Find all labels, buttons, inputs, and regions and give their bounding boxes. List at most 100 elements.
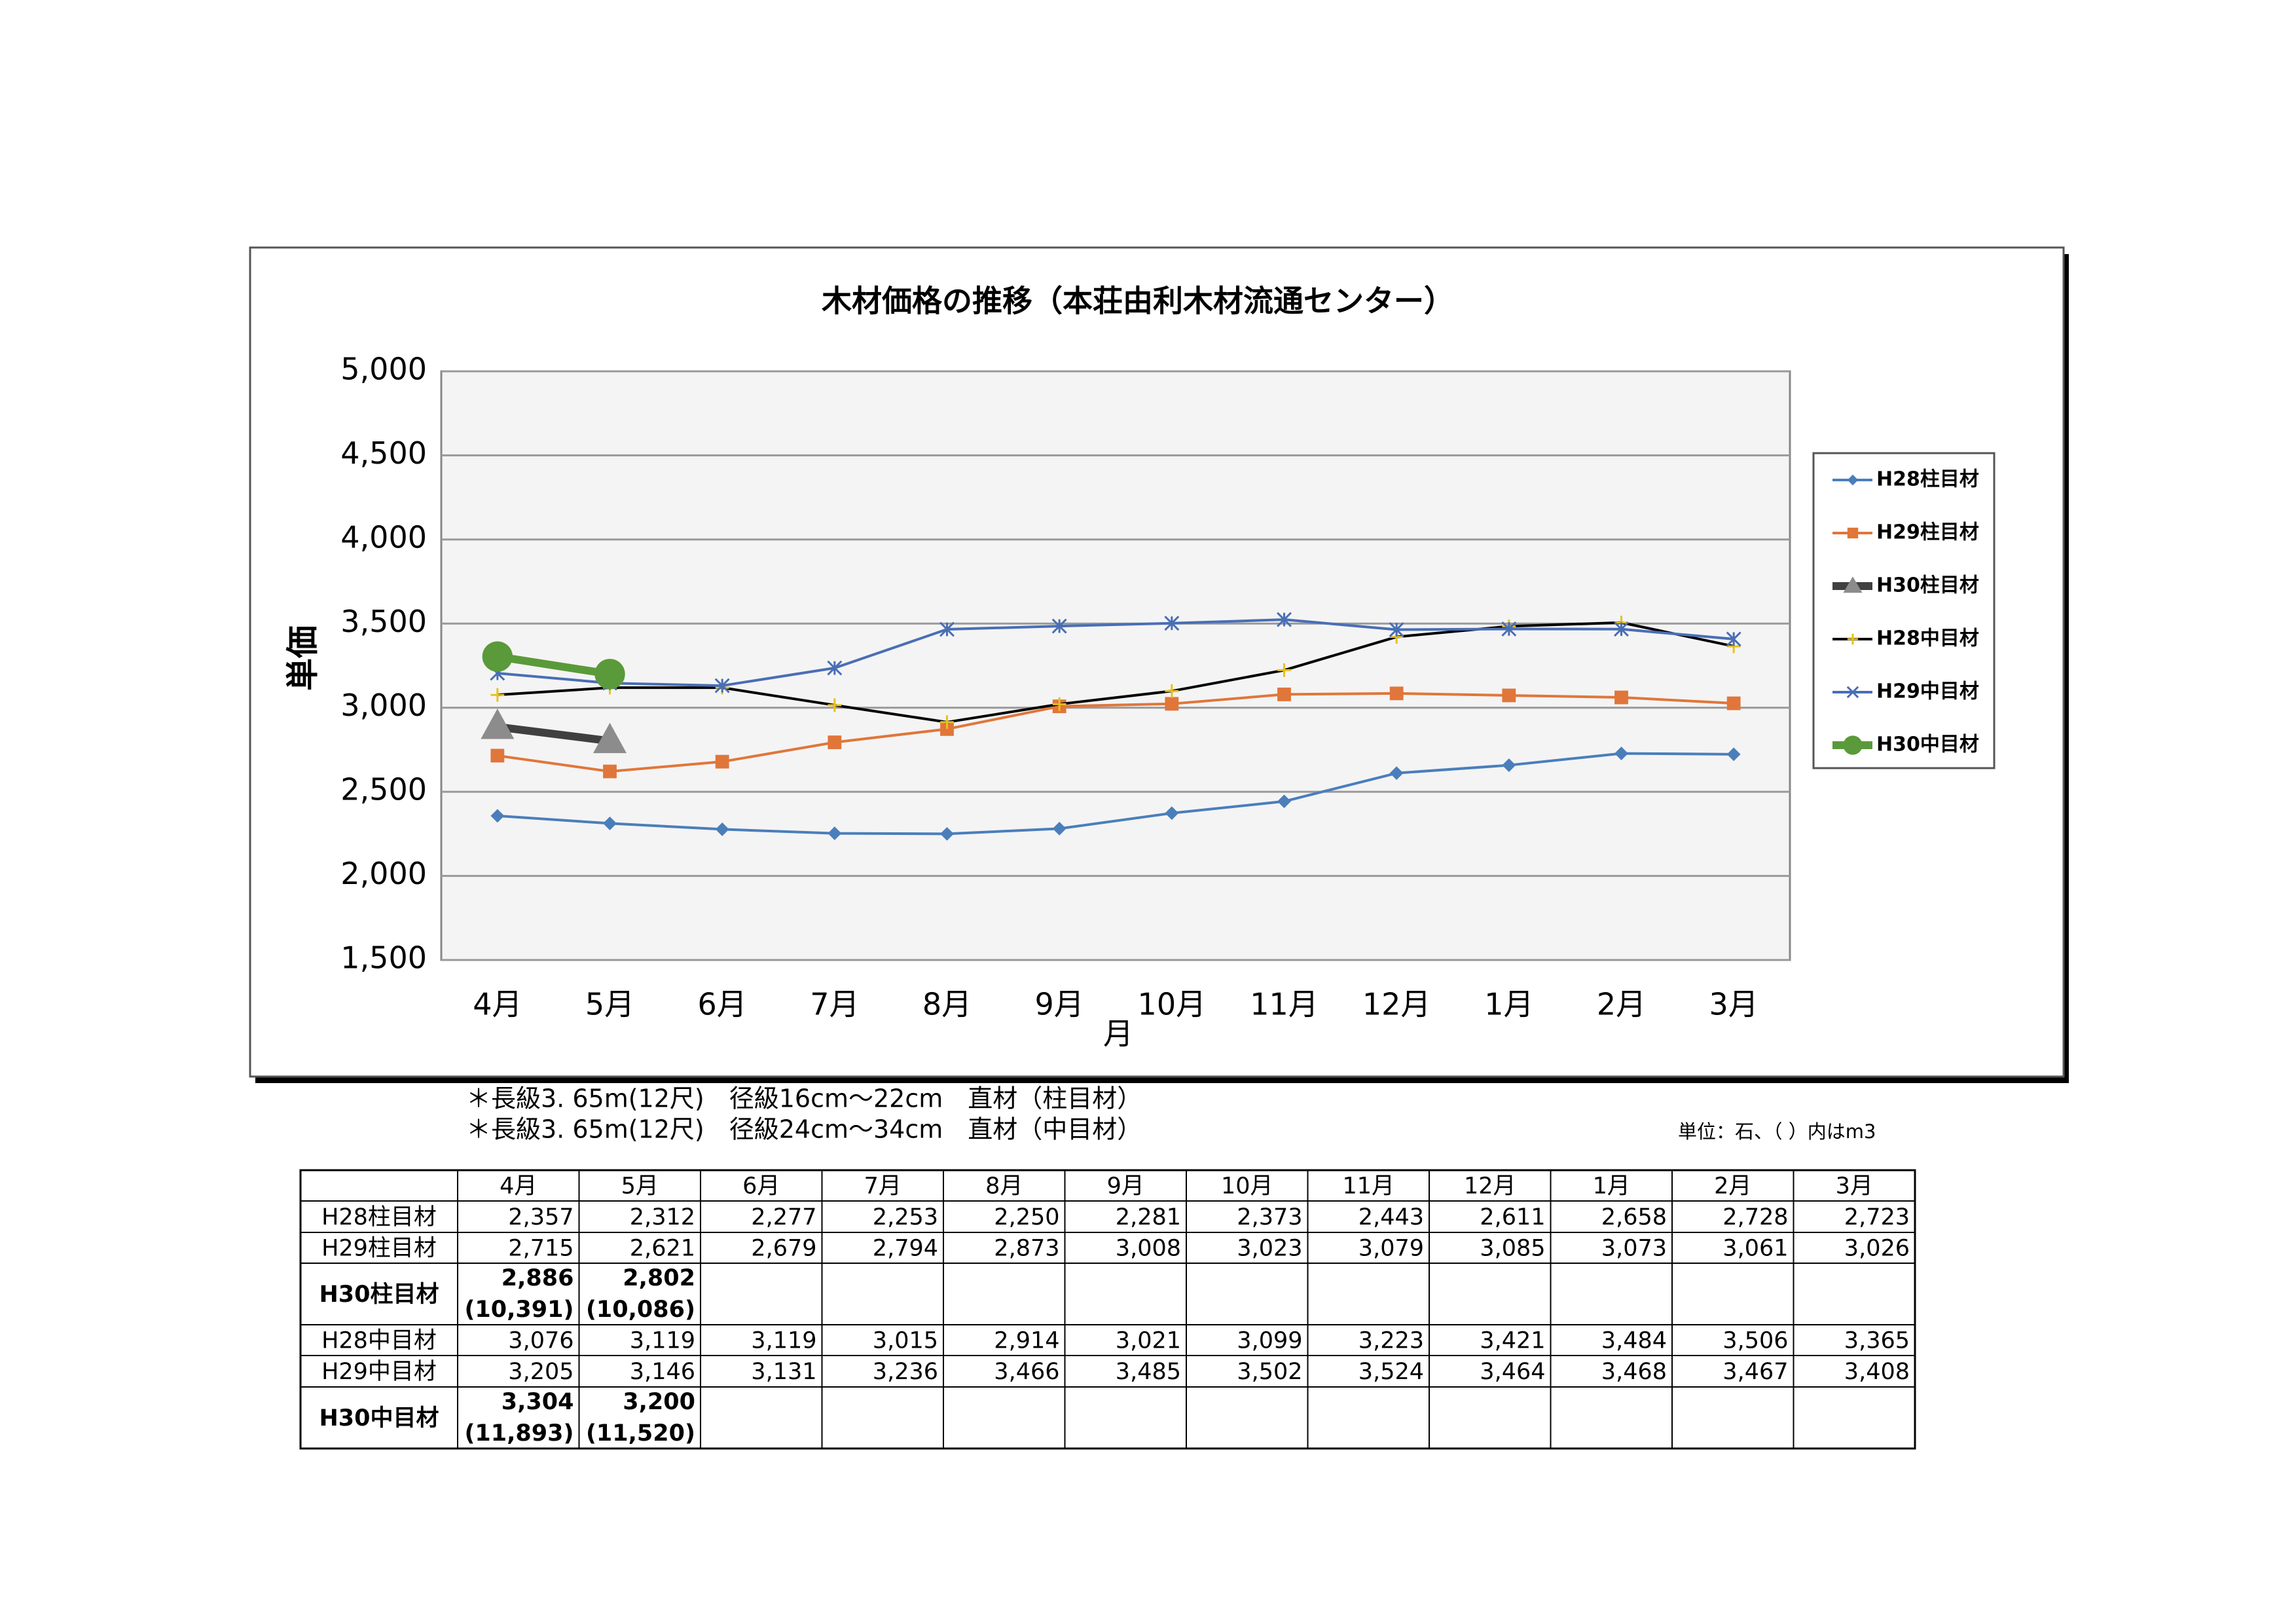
marker	[1165, 697, 1179, 711]
marker	[1052, 821, 1066, 836]
marker	[490, 688, 505, 702]
series-line	[497, 621, 1734, 724]
y-tick-label: 4,000	[340, 519, 427, 555]
marker	[1389, 766, 1404, 781]
y-tick-label: 3,000	[340, 688, 427, 723]
table-cell: 2,357	[508, 1204, 574, 1230]
column-header: 10月	[1221, 1173, 1273, 1200]
series-line	[497, 752, 1734, 836]
y-tick-label: 2,000	[340, 856, 427, 891]
table-cell: 3,468	[1601, 1359, 1667, 1385]
x-tick-label: 4月	[473, 987, 522, 1022]
marker	[1052, 697, 1066, 711]
marker	[1277, 688, 1291, 701]
unit-note: 単位：石、（ ）内はm3	[1678, 1120, 1876, 1143]
marker	[940, 826, 954, 841]
table-border	[299, 1169, 1916, 1450]
table-cell: 2,873	[994, 1236, 1059, 1262]
y-tick-label: 4,500	[340, 435, 427, 471]
table-cell-sub: (10,391)	[464, 1297, 574, 1323]
table-cell: 3,119	[630, 1328, 695, 1354]
chart-title: 木材価格の推移（本荘由利木材流通センター）	[822, 284, 1454, 319]
table-cell-sub: (11,893)	[464, 1420, 574, 1447]
marker	[1502, 758, 1516, 772]
table-cell: 2,373	[1237, 1204, 1302, 1230]
table-cell: 3,146	[630, 1359, 695, 1385]
marker	[940, 715, 954, 729]
table-cell: 2,802	[623, 1265, 695, 1291]
column-header: 12月	[1464, 1173, 1516, 1200]
table-cell: 2,253	[873, 1204, 938, 1230]
marker	[828, 826, 842, 840]
legend-label: H28柱目材	[1876, 468, 1979, 491]
data-table: 4月 5月 6月 7月 8月 9月 10月 11月 12月 1月 2月 3月 H28柱目材 2,357 2,…	[299, 1169, 1916, 1450]
row-header: H30柱目材	[319, 1282, 439, 1308]
column-header: 1月	[1593, 1173, 1630, 1200]
column-header: 5月	[621, 1173, 659, 1200]
legend-label: H28中目材	[1876, 627, 1979, 650]
marker	[1614, 621, 1629, 637]
table-cell: 3,304	[501, 1389, 574, 1415]
series-line	[496, 652, 611, 678]
row-header: H28柱目材	[321, 1204, 437, 1230]
marker	[1389, 686, 1404, 701]
table-cell-sub: (11,520)	[586, 1420, 695, 1447]
table-cell: 3,073	[1601, 1236, 1667, 1262]
table-cell: 3,079	[1358, 1236, 1424, 1262]
marker	[490, 748, 505, 763]
legend-marker	[1847, 527, 1859, 539]
table-cell: 3,236	[873, 1359, 938, 1385]
marker	[1502, 688, 1516, 703]
marker	[939, 621, 955, 637]
marker	[1051, 618, 1067, 634]
table-cell: 2,281	[1116, 1204, 1181, 1230]
table-cell: 3,015	[873, 1328, 938, 1354]
x-tick-label: 11月	[1250, 987, 1319, 1022]
x-tick-label: 12月	[1362, 987, 1431, 1022]
column-header: 4月	[500, 1173, 537, 1200]
table-cell: 3,200	[623, 1389, 695, 1415]
x-tick-label: 8月	[922, 987, 972, 1022]
table-cell: 2,679	[751, 1236, 816, 1262]
table-cell: 2,794	[873, 1236, 938, 1262]
y-axis-label: 単価	[284, 625, 322, 691]
marker	[715, 822, 729, 836]
series-line	[497, 723, 611, 745]
note: ＊長級3. 65m(12尺) 径級24cm～34cm 直材（中目材）	[466, 1115, 1142, 1144]
column-header: 8月	[985, 1173, 1023, 1200]
marker	[1389, 622, 1404, 637]
marker	[715, 754, 729, 769]
marker	[1501, 621, 1517, 637]
table-cell: 2,621	[630, 1236, 695, 1262]
y-tick-label: 5,000	[340, 352, 427, 387]
x-tick-label: 5月	[585, 987, 634, 1022]
marker	[1614, 690, 1628, 705]
x-tick-label: 1月	[1484, 987, 1533, 1022]
legend-label: H29柱目材	[1876, 521, 1979, 544]
marker	[1614, 747, 1628, 760]
column-header: 6月	[742, 1173, 780, 1200]
marker	[481, 709, 515, 739]
table-cell: 3,085	[1480, 1236, 1545, 1262]
column-header: 11月	[1342, 1173, 1394, 1200]
x-tick-label: 9月	[1035, 987, 1084, 1022]
marker	[828, 735, 842, 750]
table-cell: 2,658	[1601, 1204, 1667, 1230]
legend-marker	[1843, 576, 1863, 593]
table-cell: 3,119	[751, 1328, 816, 1354]
column-header: 2月	[1714, 1173, 1751, 1200]
marker	[1277, 663, 1291, 677]
table-cell: 3,502	[1237, 1359, 1302, 1385]
marker	[1726, 696, 1741, 710]
table-cell: 2,611	[1480, 1204, 1545, 1230]
legend-marker	[1847, 474, 1859, 486]
marker	[714, 678, 730, 693]
x-tick-label: 7月	[810, 987, 859, 1022]
table-cell: 3,408	[1844, 1359, 1910, 1385]
table-cell: 3,023	[1237, 1236, 1302, 1262]
table-cell: 3,026	[1844, 1236, 1910, 1262]
y-tick-label: 1,500	[340, 940, 427, 976]
marker	[1277, 794, 1291, 809]
marker	[490, 809, 505, 823]
